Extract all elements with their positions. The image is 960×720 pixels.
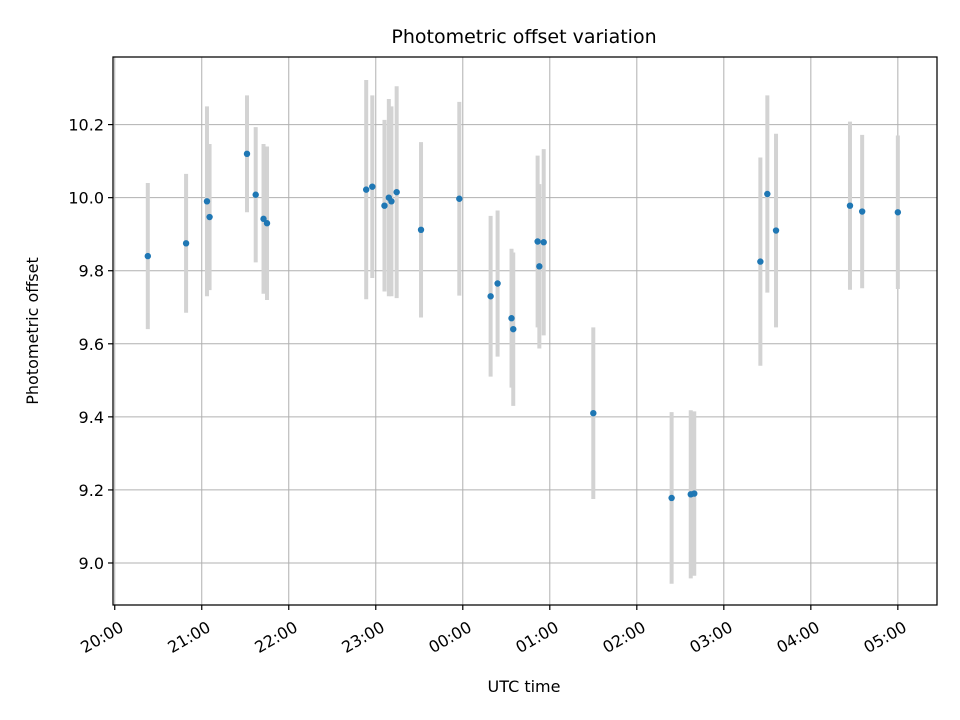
data-point [456, 195, 463, 202]
grid [113, 57, 937, 605]
data-point [393, 188, 400, 196]
y-tick-label: 9.4 [79, 408, 104, 427]
data-point [536, 263, 543, 270]
data-point [252, 191, 259, 198]
y-tick-label: 9.8 [79, 262, 104, 281]
data-point [182, 240, 190, 247]
data-point [846, 202, 854, 209]
data-point [764, 190, 771, 198]
plot-frame [112, 56, 938, 606]
y-tick-label: 9.6 [79, 335, 104, 354]
data-point [534, 238, 541, 245]
data-point [206, 213, 213, 221]
data-point [388, 198, 395, 205]
x-axis-title: UTC time [488, 677, 561, 696]
y-axis: 9.0 9.2 9.4 9.6 9.8 10.0 10.2 [68, 116, 113, 573]
data-point [417, 226, 425, 234]
data-point [691, 490, 698, 497]
data-point [144, 252, 152, 260]
data-point [263, 220, 271, 227]
y-tick-label: 9.0 [79, 554, 104, 573]
data-point [243, 150, 251, 158]
y-tick-label: 10.0 [68, 189, 104, 208]
data-point [772, 227, 780, 234]
chart-title: Photometric offset variation [391, 26, 656, 48]
data-point [510, 325, 517, 333]
data-point [203, 198, 211, 205]
data-point [494, 280, 501, 287]
data-point [858, 208, 866, 215]
data-point [381, 202, 388, 209]
data-points [144, 150, 902, 502]
y-tick-label: 10.2 [68, 116, 104, 135]
y-tick-label: 9.2 [79, 481, 104, 500]
data-point [487, 293, 494, 300]
data-point [757, 258, 764, 265]
data-point [668, 494, 675, 502]
data-point [540, 239, 547, 246]
data-point [590, 410, 597, 417]
y-axis-title: Photometric offset [23, 257, 42, 405]
data-point [363, 186, 370, 193]
data-point [508, 315, 515, 322]
data-point [894, 209, 902, 216]
data-point [369, 183, 376, 190]
data-point [260, 215, 267, 223]
